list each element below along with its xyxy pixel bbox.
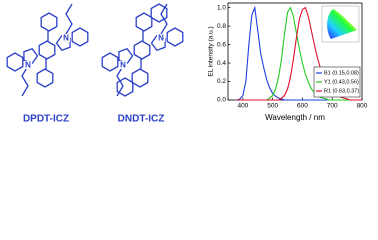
x-tick-label: 700 (327, 103, 338, 110)
atom-bg (62, 34, 70, 42)
x-axis-label: Wavelength / nm (265, 113, 325, 122)
ring (6, 52, 24, 72)
ring (40, 12, 58, 32)
atom-bg (119, 61, 127, 69)
x-tick-label: 600 (297, 103, 308, 110)
chain (160, 3, 168, 35)
x-tick-label: 500 (267, 103, 278, 110)
atom-label: N (120, 61, 126, 70)
legend-label: Y1 (0.43,0.56) (324, 79, 359, 85)
ring (71, 27, 89, 47)
chain (116, 65, 124, 97)
chain (21, 65, 29, 97)
atom-label: N (158, 34, 164, 43)
y-tick-label: 0.8 (217, 23, 226, 30)
y-tick-label: 0.0 (217, 97, 226, 104)
ring (38, 40, 56, 60)
y-tick-label: 0.4 (217, 60, 226, 67)
y-tick-label: 0.6 (217, 41, 226, 48)
atom-bg (24, 61, 32, 69)
structures: N N N N (6, 3, 184, 97)
ring (135, 12, 153, 32)
cie-diagram (327, 9, 357, 39)
structure-label: DNDT-ICZ (118, 114, 165, 125)
legend-label: R1 (0.63,0.37) (324, 88, 359, 94)
x-tick-label: 800 (357, 103, 368, 110)
figure: N N N N DPDT-ICZ DNDT-ICZ 400 500 600 700 800 0.… (6, 2, 368, 125)
structure-label: DPDT-ICZ (23, 114, 69, 125)
ring (101, 52, 119, 72)
atom-label: N (63, 34, 69, 43)
atom-label: N (25, 61, 31, 70)
chart: 400 500 600 700 800 0.0 0.2 0.4 0.6 0.8 1.0 Wavelen… (208, 2, 368, 122)
molecule (6, 3, 89, 97)
ring (116, 77, 134, 97)
atom-bg (157, 34, 165, 42)
y-axis-label: EL intensity (a.u.) (208, 26, 215, 76)
y-tick-label: 1.0 (217, 4, 226, 11)
legend-label: B1 (0.15,0.08) (324, 70, 359, 76)
ring (150, 3, 168, 23)
x-tick-label: 400 (237, 103, 248, 110)
page: N N N N DPDT-ICZ DNDT-ICZ 400 500 600 700 800 0.… (6, 2, 368, 125)
chain (65, 3, 73, 35)
molecule (101, 3, 184, 97)
y-tick-label: 0.2 (217, 78, 226, 85)
ring (36, 68, 54, 88)
ring (131, 68, 149, 88)
ring (133, 40, 151, 60)
ring (166, 27, 184, 47)
